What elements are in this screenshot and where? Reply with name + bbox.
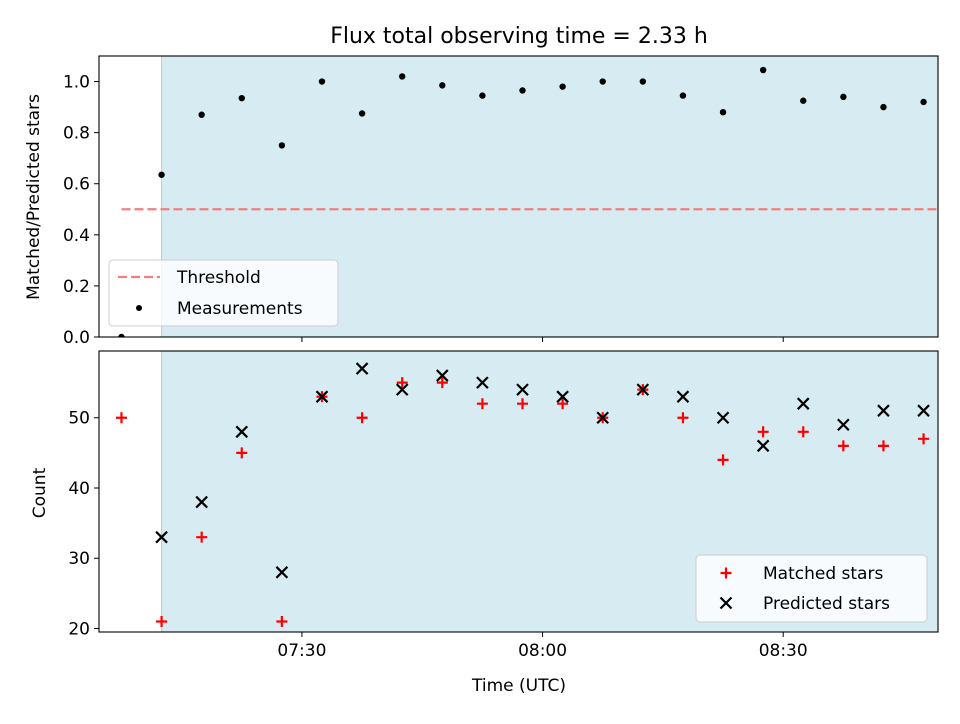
- legend-predicted-swatch: [719, 596, 733, 610]
- legend-box: [108, 259, 339, 327]
- matched-star-point: [797, 426, 809, 438]
- y-tick-label: 1.0: [63, 73, 90, 93]
- measurement-point: [479, 92, 486, 99]
- measurement-point: [358, 110, 366, 117]
- measurement-point: [318, 78, 326, 85]
- predicted-star-point: [756, 439, 770, 453]
- y-tick-label: 0.4: [63, 226, 90, 246]
- measurement-point: [920, 98, 927, 106]
- y-tick-label: 30: [68, 549, 90, 569]
- measurement-point: [519, 87, 526, 94]
- matched-star-point: [396, 377, 408, 389]
- measurement-point: [759, 66, 767, 74]
- matched-star-point: [276, 615, 288, 627]
- measurement-point: [840, 93, 847, 101]
- measurement-point: [118, 333, 125, 337]
- predicted-star-point: [636, 383, 650, 396]
- predicted-star-point: [917, 404, 930, 417]
- predicted-star-point: [877, 404, 890, 417]
- measurement-point: [599, 78, 606, 85]
- measurement-point: [238, 94, 245, 102]
- matched-star-point: [236, 447, 248, 459]
- legend-threshold-label: Threshold: [176, 268, 261, 288]
- matched-star-point: [877, 440, 889, 452]
- chart-title: Flux total observing time = 2.33 h: [330, 24, 708, 49]
- predicted-star-point: [395, 383, 409, 396]
- matched-star-point: [837, 440, 849, 452]
- matched-star-point: [717, 454, 729, 466]
- top-panel: 0.0 0.2 0.4 0.6 0.8 1.0 Threshold Measurements: [63, 55, 939, 348]
- y-tick-label: 0.0: [63, 328, 90, 348]
- bottom-panel: 2030405007:3008:0008:3009:0009:30Matched…: [68, 350, 939, 661]
- predicted-star-point: [315, 390, 329, 403]
- predicted-star-point: [436, 369, 449, 382]
- y-tick-label: 40: [68, 479, 90, 499]
- measurement-point: [158, 171, 165, 178]
- bottom-ylabel: Count: [30, 467, 50, 518]
- matched-star-point: [557, 398, 569, 410]
- predicted-star-point: [516, 383, 529, 396]
- matched-star-point: [757, 426, 769, 438]
- predicted-star-point: [837, 418, 850, 432]
- predicted-star-point: [275, 566, 289, 579]
- measurement-point: [719, 109, 727, 116]
- y-tick-label: 50: [68, 409, 90, 429]
- plot-area: [115, 362, 930, 627]
- measurement-point: [398, 73, 406, 80]
- x-tick-label: 08:00: [518, 641, 567, 661]
- predicted-star-point: [556, 390, 569, 403]
- predicted-star-point: [155, 530, 168, 544]
- predicted-star-point: [355, 362, 369, 375]
- measurement-point: [278, 142, 286, 149]
- y-tick-label: 20: [68, 619, 90, 639]
- predicted-star-point: [235, 425, 249, 439]
- matched-star-point: [918, 433, 930, 445]
- matched-star-point: [156, 615, 168, 627]
- matched-star-point: [356, 412, 368, 424]
- matched-star-point: [517, 398, 529, 410]
- matched-star-point: [115, 412, 127, 424]
- predicted-star-point: [716, 411, 730, 425]
- measurement-point: [880, 103, 887, 111]
- plot-area: [118, 66, 938, 337]
- legend-matched-label: Matched stars: [763, 564, 883, 584]
- top-ylabel: Matched/Predicted stars: [24, 94, 44, 300]
- legend-measurement-swatch: [136, 305, 142, 311]
- legend-measurement-label: Measurements: [177, 299, 303, 319]
- axes-frame: [98, 350, 939, 633]
- y-tick-label: 0.6: [63, 175, 90, 195]
- matched-star-point: [476, 398, 488, 410]
- y-tick-label: 0.2: [63, 277, 90, 297]
- legend-box: [695, 554, 928, 623]
- measurement-point: [639, 78, 647, 85]
- legend-matched-swatch: [720, 567, 732, 579]
- measurement-point: [439, 82, 446, 89]
- x-axis-label: Time (UTC): [471, 676, 566, 696]
- x-tick-label: 08:30: [759, 641, 808, 661]
- predicted-star-point: [596, 411, 609, 425]
- measurement-point: [198, 111, 205, 118]
- legend-bottom: Matched stars Predicted stars: [695, 554, 928, 623]
- measurement-point: [800, 97, 807, 104]
- axes-frame: [98, 55, 939, 338]
- x-tick-label: 07:30: [277, 641, 326, 661]
- legend-top: Threshold Measurements: [108, 259, 339, 327]
- predicted-star-point: [676, 390, 690, 403]
- predicted-star-point: [796, 397, 810, 410]
- measurement-point: [559, 83, 566, 90]
- predicted-star-point: [195, 495, 208, 509]
- matched-star-point: [436, 377, 448, 389]
- predicted-star-point: [476, 376, 489, 389]
- measurement-point: [679, 92, 687, 99]
- y-tick-label: 0.8: [63, 124, 90, 144]
- matched-star-point: [196, 531, 208, 543]
- matched-star-point: [677, 412, 689, 424]
- legend-predicted-label: Predicted stars: [763, 594, 890, 614]
